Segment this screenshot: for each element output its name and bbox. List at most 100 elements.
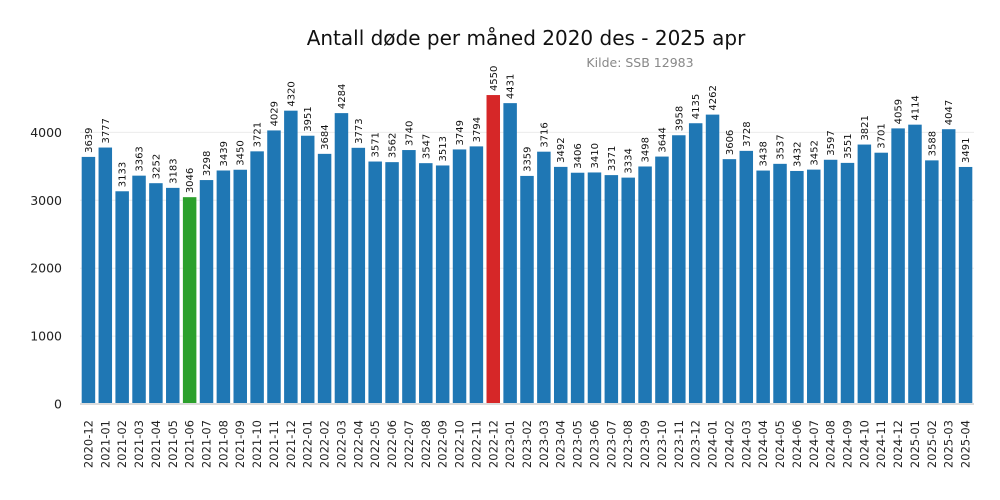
data-label: 3794	[472, 117, 483, 142]
bar	[958, 166, 973, 404]
x-tick-label: 2024-12	[891, 420, 905, 468]
data-label: 3450	[236, 140, 247, 165]
data-label: 3721	[253, 122, 264, 147]
data-label: 3606	[725, 130, 736, 155]
y-tick-label: 3000	[30, 193, 62, 208]
x-tick-label: 2024-03	[739, 420, 753, 468]
bar	[216, 170, 231, 404]
x-tick-label: 2022-12	[486, 420, 500, 468]
x-tick-label: 2022-10	[453, 420, 467, 468]
x-tick-label: 2023-12	[689, 420, 703, 468]
x-tick-label: 2021-02	[115, 420, 129, 468]
x-tick-label: 2023-01	[503, 420, 517, 468]
bar	[402, 150, 416, 404]
bar	[503, 103, 517, 404]
x-tick-label: 2025-01	[908, 420, 922, 468]
data-label: 3410	[590, 143, 601, 168]
data-label: 4059	[894, 99, 905, 124]
data-label: 3644	[657, 127, 668, 152]
x-tick-label: 2025-02	[925, 420, 939, 468]
x-tick-label: 2022-05	[368, 420, 382, 468]
data-label: 3133	[118, 162, 129, 187]
x-tick-label: 2022-09	[436, 420, 450, 468]
x-tick-label: 2022-07	[402, 420, 416, 468]
x-tick-label: 2021-07	[200, 420, 214, 468]
x-tick-label: 2021-04	[149, 420, 163, 468]
bar	[908, 124, 922, 405]
bar	[284, 110, 298, 404]
bar	[233, 169, 247, 404]
x-tick-label: 2024-04	[756, 420, 770, 468]
bar	[520, 175, 534, 404]
data-label: 3639	[84, 127, 95, 152]
data-label: 4114	[910, 95, 921, 120]
x-tick-label: 2025-03	[942, 420, 956, 468]
x-tick-label: 2022-02	[318, 420, 332, 468]
bar	[941, 129, 956, 405]
x-tick-label: 2022-04	[351, 420, 365, 468]
bar	[300, 135, 315, 404]
data-label: 3701	[877, 123, 888, 148]
data-label: 3406	[573, 143, 584, 168]
data-label: 3334	[624, 148, 635, 173]
data-label: 3452	[809, 140, 820, 165]
x-tick-label: 2020-12	[81, 420, 95, 468]
x-tick-label: 2024-10	[857, 420, 871, 468]
x-tick-label: 2021-05	[166, 420, 180, 468]
bar	[840, 162, 855, 404]
bar	[149, 183, 163, 404]
x-tick-label: 2021-10	[250, 420, 264, 468]
data-label: 3438	[759, 141, 770, 166]
bar	[672, 135, 686, 404]
bar	[705, 114, 720, 404]
data-label: 3588	[927, 131, 938, 156]
x-tick-label: 2023-06	[587, 420, 601, 468]
data-label: 3958	[674, 106, 685, 131]
x-tick-label: 2021-12	[284, 420, 298, 468]
data-label: 3371	[607, 146, 618, 171]
y-tick-label: 1000	[30, 329, 62, 344]
data-label: 3363	[135, 146, 146, 171]
data-label: 3728	[742, 121, 753, 146]
x-tick-label: 2023-05	[571, 420, 585, 468]
data-label: 3777	[101, 118, 112, 143]
bar	[638, 166, 652, 404]
x-tick-label: 2022-08	[419, 420, 433, 468]
bar	[419, 163, 433, 404]
bar	[587, 172, 602, 404]
x-tick-label: 2021-03	[132, 420, 146, 468]
data-label: 3597	[826, 130, 837, 155]
x-tick-label: 2023-11	[672, 420, 686, 468]
y-tick-label: 0	[54, 397, 62, 412]
bar	[621, 177, 635, 404]
data-label: 3439	[219, 141, 230, 166]
y-axis: 0 1000 2000 3000 4000	[30, 125, 62, 412]
x-tick-label: 2023-07	[604, 420, 618, 468]
x-tick-label: 2022-01	[301, 420, 315, 468]
data-label: 3547	[421, 134, 432, 159]
bar	[537, 151, 551, 404]
x-tick-label: 2024-08	[824, 420, 838, 468]
bar	[823, 159, 838, 404]
data-label: 4284	[337, 84, 348, 109]
bar	[891, 128, 905, 404]
y-tick-label: 4000	[30, 125, 62, 140]
bar	[351, 147, 366, 404]
data-label: 3252	[151, 154, 162, 179]
data-label: 3183	[168, 158, 179, 183]
data-label: 3513	[438, 136, 449, 161]
x-tick-label: 2021-01	[98, 420, 112, 468]
bar	[182, 197, 197, 404]
bar	[81, 156, 96, 404]
data-label: 4550	[489, 66, 500, 91]
x-tick-label: 2024-09	[840, 420, 854, 468]
x-tick-label: 2023-08	[621, 420, 635, 468]
bar	[334, 113, 349, 405]
bar	[773, 163, 787, 404]
x-tick-label: 2023-10	[655, 420, 669, 468]
bar	[98, 147, 113, 405]
bar	[553, 166, 568, 404]
data-label: 3432	[792, 142, 803, 167]
data-label: 3491	[961, 138, 972, 163]
data-label: 3571	[371, 132, 382, 157]
